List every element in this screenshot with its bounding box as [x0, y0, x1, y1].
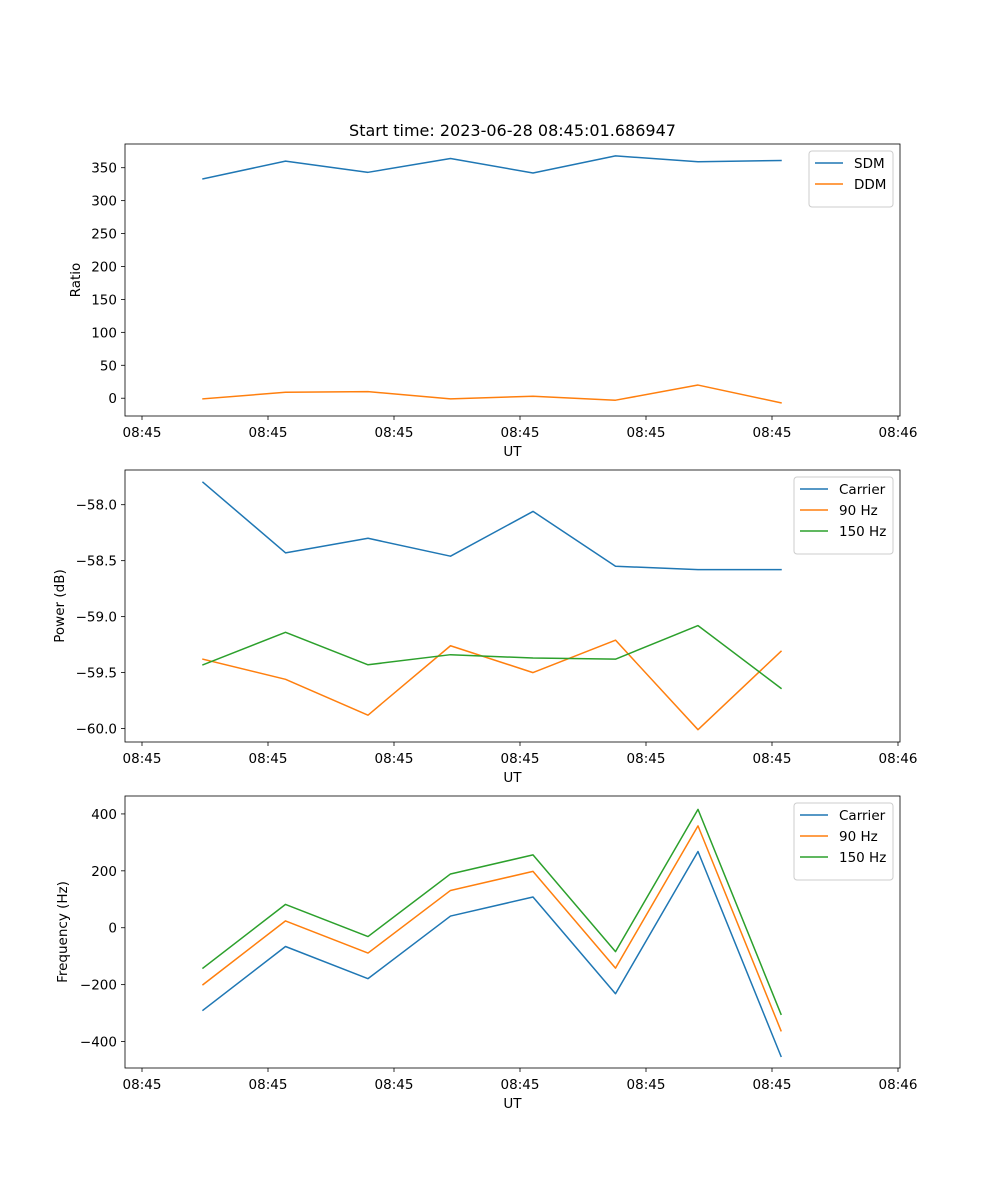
- y-tick-label: −58.0: [76, 498, 117, 514]
- x-tick-label: 08:46: [879, 1077, 918, 1093]
- x-tick-label: 08:45: [123, 425, 162, 441]
- x-tick-label: 08:45: [375, 1077, 414, 1093]
- y-tick-label: −400: [80, 1035, 117, 1051]
- x-tick-label: 08:45: [123, 1077, 162, 1093]
- y-tick-label: 50: [100, 358, 117, 374]
- y-tick-label: 0: [108, 921, 117, 937]
- x-axis-label: UT: [503, 444, 522, 460]
- y-axis-label: Frequency (Hz): [55, 881, 71, 983]
- y-tick-label: −200: [80, 978, 117, 994]
- series-line-90-hz: [201, 825, 782, 1032]
- x-axis-label: UT: [503, 770, 522, 786]
- x-tick-label: 08:45: [753, 751, 792, 767]
- y-tick-label: 150: [91, 292, 117, 308]
- x-tick-label: 08:45: [627, 425, 666, 441]
- y-tick-label: 250: [91, 227, 117, 243]
- chart-panel-1: 08:45 08:45 08:45 08:45 08:45 08:45 08:46 0 50 10…: [68, 121, 917, 460]
- x-tick-label: 08:45: [627, 751, 666, 767]
- y-tick-label: 300: [91, 194, 117, 210]
- y-tick-label: 100: [91, 325, 117, 341]
- y-tick-label: 200: [91, 864, 117, 880]
- legend-label: SDM: [854, 156, 885, 172]
- x-tick-label: 08:45: [249, 425, 288, 441]
- legend: Carrier 90 Hz 150 Hz: [793, 802, 894, 881]
- legend-box: [793, 476, 894, 555]
- y-axis-label: Ratio: [68, 263, 84, 298]
- chart-panel-3: 08:45 08:45 08:45 08:45 08:45 08:45 08:46 −400 −…: [55, 795, 918, 1112]
- y-tick-label: −58.5: [76, 554, 117, 570]
- y-tick-label: −60.0: [76, 722, 117, 738]
- legend-box: [808, 150, 894, 208]
- plot-frame: [124, 795, 901, 1069]
- series-line-150-hz: [201, 808, 782, 1016]
- legend-label: 150 Hz: [839, 850, 886, 866]
- x-tick-label: 08:45: [375, 425, 414, 441]
- y-tick-label: 350: [91, 161, 117, 177]
- y-tick-label: −59.5: [76, 666, 117, 682]
- x-tick-label: 08:46: [879, 425, 918, 441]
- series-line-carrier: [201, 850, 782, 1058]
- x-tick-label: 08:45: [627, 1077, 666, 1093]
- legend-label: DDM: [854, 177, 886, 193]
- legend-box: [793, 802, 894, 881]
- x-tick-label: 08:46: [879, 751, 918, 767]
- x-tick-label: 08:45: [501, 425, 540, 441]
- plot-frame: [124, 469, 901, 743]
- plot-frame: [124, 143, 901, 417]
- series-line-carrier: [201, 481, 782, 571]
- x-tick-label: 08:45: [249, 751, 288, 767]
- chart-title: Start time: 2023-06-28 08:45:01.686947: [349, 121, 676, 140]
- x-tick-label: 08:45: [753, 1077, 792, 1093]
- series-line-150-hz: [202, 624, 783, 690]
- y-axis-label: Power (dB): [52, 569, 68, 642]
- x-tick-label: 08:45: [501, 751, 540, 767]
- legend-label: Carrier: [839, 808, 886, 824]
- series-line-sdm: [202, 155, 782, 180]
- legend-label: 90 Hz: [839, 829, 878, 845]
- legend: Carrier 90 Hz 150 Hz: [793, 476, 894, 555]
- legend-label: 90 Hz: [839, 503, 878, 519]
- y-tick-label: 0: [108, 391, 117, 407]
- series-line-ddm: [202, 384, 782, 404]
- legend-label: Carrier: [839, 482, 886, 498]
- y-tick-label: 400: [91, 807, 117, 823]
- x-axis-label: UT: [503, 1096, 522, 1112]
- x-tick-label: 08:45: [753, 425, 792, 441]
- y-tick-label: −59.0: [76, 610, 117, 626]
- legend: SDM DDM: [808, 150, 894, 208]
- x-tick-label: 08:45: [375, 751, 414, 767]
- x-tick-label: 08:45: [249, 1077, 288, 1093]
- y-tick-label: 200: [91, 259, 117, 275]
- legend-label: 150 Hz: [839, 524, 886, 540]
- series-line-90-hz: [202, 639, 783, 731]
- x-tick-label: 08:45: [501, 1077, 540, 1093]
- x-tick-label: 08:45: [123, 751, 162, 767]
- chart-panel-2: 08:45 08:45 08:45 08:45 08:45 08:45 08:46 −60.0…: [52, 469, 918, 786]
